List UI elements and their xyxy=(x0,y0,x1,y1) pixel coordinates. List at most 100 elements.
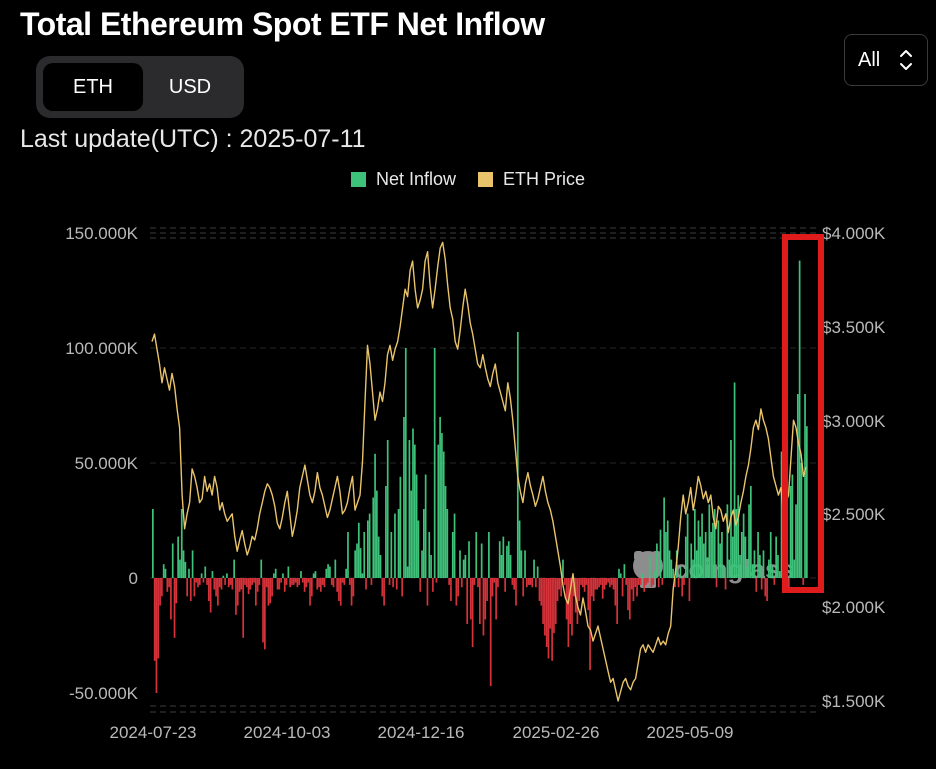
inflow-bar xyxy=(791,474,794,578)
inflow-bar xyxy=(802,578,805,585)
inflow-bar xyxy=(637,578,640,585)
inflow-bar xyxy=(679,566,682,578)
usd-unit-button[interactable]: USD xyxy=(168,75,212,98)
inflow-bar xyxy=(377,536,380,578)
inflow-bar xyxy=(666,520,669,578)
grid-layer xyxy=(150,227,816,713)
inflow-bar xyxy=(179,559,181,578)
inflow-bar xyxy=(432,578,434,592)
inflow-bar xyxy=(395,578,398,590)
inflow-bar xyxy=(562,559,564,578)
inflow-bar xyxy=(318,578,320,588)
inflow-bar xyxy=(712,522,714,578)
inflow-bar xyxy=(307,578,310,583)
inflow-bar xyxy=(759,555,761,578)
inflow-bar xyxy=(744,536,747,578)
legend-item-net-inflow[interactable]: Net Inflow xyxy=(350,169,457,190)
inflow-bar xyxy=(457,578,460,597)
inflow-bar xyxy=(343,578,346,585)
inflow-bar xyxy=(529,578,532,585)
inflow-bar xyxy=(356,543,358,578)
net-inflow-swatch xyxy=(350,172,366,187)
inflow-bar xyxy=(345,568,348,578)
inflow-bar xyxy=(274,568,277,578)
inflow-bar xyxy=(769,532,772,578)
inflow-bar xyxy=(323,578,326,588)
inflow-bar xyxy=(650,578,653,588)
inflow-bar xyxy=(468,541,470,578)
inflow-bar xyxy=(424,474,427,578)
inflow-bar xyxy=(399,476,402,578)
inflow-bar xyxy=(404,348,407,578)
inflow-bar xyxy=(704,532,707,578)
inflow-bar xyxy=(249,578,252,590)
line-layer xyxy=(151,241,807,702)
inflow-bar xyxy=(507,541,510,578)
inflow-bar xyxy=(504,578,506,592)
y-right-tick-label: $3.500K xyxy=(822,318,886,337)
inflow-bar xyxy=(459,550,461,578)
legend-label-eth-price: ETH Price xyxy=(503,169,586,189)
inflow-bar xyxy=(379,555,382,578)
inflow-bar xyxy=(294,578,297,583)
inflow-bar xyxy=(484,578,487,620)
inflow-bar xyxy=(260,559,263,578)
inflow-bar xyxy=(706,557,709,578)
inflow-bar xyxy=(209,578,212,613)
inflow-bar xyxy=(639,578,642,585)
inflow-bar xyxy=(222,575,225,578)
inflow-bar xyxy=(166,578,169,592)
inflow-bar xyxy=(710,532,712,578)
inflow-bar xyxy=(421,550,423,578)
inflow-bar xyxy=(309,578,311,606)
inflow-bar xyxy=(572,578,575,597)
inflow-bar xyxy=(171,543,174,578)
inflow-bar xyxy=(254,578,257,606)
inflow-bar xyxy=(558,578,561,590)
inflow-bar xyxy=(455,578,458,606)
inflow-bar xyxy=(520,550,523,578)
inflow-bar xyxy=(202,578,205,583)
inflow-bar xyxy=(298,578,301,585)
legend-item-eth-price[interactable]: ETH Price xyxy=(478,169,585,190)
inflow-bar xyxy=(787,578,790,590)
inflow-bar xyxy=(482,578,485,636)
y-right-tick-label: $3.000K xyxy=(822,412,886,431)
inflow-bar xyxy=(453,513,456,578)
inflow-bar xyxy=(469,578,472,620)
time-range-value: All xyxy=(858,48,881,71)
inflow-bar xyxy=(603,578,606,590)
inflow-bar xyxy=(636,578,638,597)
inflow-bar xyxy=(621,578,624,597)
inflow-bar xyxy=(450,578,452,601)
inflow-bar xyxy=(329,566,331,578)
time-range-select[interactable]: All xyxy=(844,34,928,86)
inflow-bar xyxy=(231,578,234,590)
inflow-bar xyxy=(677,578,680,588)
eth-unit-button[interactable]: ETH xyxy=(43,63,143,111)
inflow-bar xyxy=(336,578,338,592)
inflow-bar xyxy=(619,573,622,578)
inflow-bar xyxy=(542,578,544,624)
inflow-bar xyxy=(226,573,228,578)
inflow-bar xyxy=(188,568,190,578)
inflow-bar xyxy=(498,541,501,578)
inflow-bar xyxy=(155,578,158,693)
legend-label-net-inflow: Net Inflow xyxy=(375,169,457,189)
inflow-bar xyxy=(287,566,290,578)
inflow-bar xyxy=(245,578,248,588)
inflow-bar xyxy=(198,578,201,585)
inflow-bar xyxy=(656,543,658,578)
inflow-bar xyxy=(777,555,779,578)
inflow-bar xyxy=(177,536,179,578)
inflow-bar xyxy=(175,578,178,604)
inflow-bar xyxy=(598,578,600,588)
inflow-bar xyxy=(321,578,324,585)
inflow-bar xyxy=(347,532,349,578)
inflow-bar xyxy=(627,578,629,611)
inflow-bar xyxy=(486,578,488,601)
inflow-bar xyxy=(670,559,673,578)
inflow-bar xyxy=(437,444,440,578)
inflow-bar xyxy=(320,578,322,592)
